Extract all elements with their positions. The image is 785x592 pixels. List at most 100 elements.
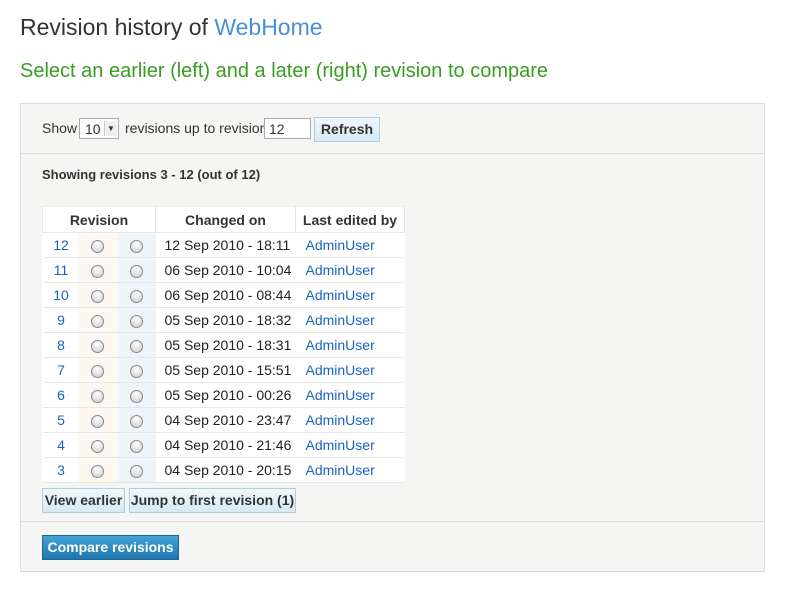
refresh-button[interactable]: Refresh <box>314 117 380 142</box>
changed-on-cell: 05 Sep 2010 - 18:31 <box>155 332 296 358</box>
later-revision-radio[interactable] <box>130 364 143 378</box>
table-row: 6 05 Sep 2010 - 00:26 AdminUser <box>42 382 405 408</box>
user-link[interactable]: AdminUser <box>305 312 375 328</box>
earlier-revision-radio[interactable] <box>91 339 104 353</box>
later-revision-radio[interactable] <box>130 414 143 428</box>
revision-cell: 7 <box>42 357 78 383</box>
revision-link[interactable]: 8 <box>57 337 65 353</box>
later-revision-radio[interactable] <box>130 289 143 303</box>
table-row: 4 04 Sep 2010 - 21:46 AdminUser <box>42 432 405 458</box>
earlier-revision-radio[interactable] <box>91 464 104 478</box>
user-link[interactable]: AdminUser <box>305 237 375 253</box>
right-radio-cell <box>117 232 156 258</box>
later-revision-radio[interactable] <box>130 264 143 278</box>
filter-bar: Show 10 ▼ revisions up to revision 12 Ref… <box>21 104 764 154</box>
earlier-revision-radio[interactable] <box>91 239 104 253</box>
left-radio-cell <box>77 407 118 433</box>
earlier-revision-radio[interactable] <box>91 439 104 453</box>
table-row: 7 05 Sep 2010 - 15:51 AdminUser <box>42 357 405 383</box>
table-row: 10 06 Sep 2010 - 08:44 AdminUser <box>42 282 405 308</box>
earlier-revision-radio[interactable] <box>91 264 104 278</box>
changed-on-cell: 04 Sep 2010 - 23:47 <box>155 407 296 433</box>
right-radio-cell <box>117 357 156 383</box>
revision-cell: 10 <box>42 282 78 308</box>
table-row: 11 06 Sep 2010 - 10:04 AdminUser <box>42 257 405 283</box>
right-radio-cell <box>117 432 156 458</box>
table-row: 12 12 Sep 2010 - 18:11 AdminUser <box>42 232 405 258</box>
right-radio-cell <box>117 282 156 308</box>
later-revision-radio[interactable] <box>130 314 143 328</box>
changed-on-cell: 05 Sep 2010 - 18:32 <box>155 307 296 333</box>
revision-link[interactable]: 11 <box>53 262 69 278</box>
table-row: 3 04 Sep 2010 - 20:15 AdminUser <box>42 457 405 483</box>
user-link[interactable]: AdminUser <box>305 337 375 353</box>
later-revision-radio[interactable] <box>130 239 143 253</box>
page-link[interactable]: WebHome <box>214 14 323 40</box>
earlier-revision-radio[interactable] <box>91 314 104 328</box>
revisions-up-to-label: revisions up to revision <box>125 120 268 136</box>
changed-on-cell: 06 Sep 2010 - 10:04 <box>155 257 296 283</box>
revision-cell: 3 <box>42 457 78 483</box>
divider <box>21 521 764 522</box>
right-radio-cell <box>117 257 156 283</box>
revision-cell: 4 <box>42 432 78 458</box>
left-radio-cell <box>77 282 118 308</box>
user-link[interactable]: AdminUser <box>305 262 375 278</box>
later-revision-radio[interactable] <box>130 339 143 353</box>
table-row: 8 05 Sep 2010 - 18:31 AdminUser <box>42 332 405 358</box>
revision-link[interactable]: 3 <box>57 462 65 478</box>
changed-on-cell: 05 Sep 2010 - 00:26 <box>155 382 296 408</box>
left-radio-cell <box>77 257 118 283</box>
left-radio-cell <box>77 232 118 258</box>
chevron-down-icon: ▼ <box>104 121 117 136</box>
changed-on-cell: 05 Sep 2010 - 15:51 <box>155 357 296 383</box>
revision-link[interactable]: 7 <box>57 362 65 378</box>
revision-cell: 5 <box>42 407 78 433</box>
user-cell: AdminUser <box>295 407 405 433</box>
revision-panel: Show 10 ▼ revisions up to revision 12 Ref… <box>20 103 765 572</box>
revision-link[interactable]: 10 <box>53 287 69 303</box>
user-cell: AdminUser <box>295 232 405 258</box>
changed-on-cell: 04 Sep 2010 - 21:46 <box>155 432 296 458</box>
right-radio-cell <box>117 307 156 333</box>
revision-cell: 8 <box>42 332 78 358</box>
user-cell: AdminUser <box>295 382 405 408</box>
revision-cell: 11 <box>42 257 78 283</box>
revision-cell: 6 <box>42 382 78 408</box>
user-link[interactable]: AdminUser <box>305 287 375 303</box>
earlier-revision-radio[interactable] <box>91 389 104 403</box>
user-cell: AdminUser <box>295 282 405 308</box>
later-revision-radio[interactable] <box>130 439 143 453</box>
user-link[interactable]: AdminUser <box>305 462 375 478</box>
revision-link[interactable]: 12 <box>53 237 69 253</box>
revision-table: Revision Changed on Last edited by 12 12… <box>42 206 405 483</box>
earlier-revision-radio[interactable] <box>91 414 104 428</box>
revision-link[interactable]: 9 <box>57 312 65 328</box>
user-link[interactable]: AdminUser <box>305 387 375 403</box>
revision-link[interactable]: 4 <box>57 437 65 453</box>
user-cell: AdminUser <box>295 357 405 383</box>
user-link[interactable]: AdminUser <box>305 412 375 428</box>
compare-revisions-button[interactable]: Compare revisions <box>42 535 179 560</box>
later-revision-radio[interactable] <box>130 389 143 403</box>
user-cell: AdminUser <box>295 257 405 283</box>
later-revision-radio[interactable] <box>130 464 143 478</box>
revision-input[interactable]: 12 <box>264 118 311 139</box>
revision-link[interactable]: 5 <box>57 412 65 428</box>
earlier-revision-radio[interactable] <box>91 364 104 378</box>
user-link[interactable]: AdminUser <box>305 437 375 453</box>
user-cell: AdminUser <box>295 332 405 358</box>
instructions: Select an earlier (left) and a later (ri… <box>20 60 549 82</box>
user-link[interactable]: AdminUser <box>305 362 375 378</box>
left-radio-cell <box>77 382 118 408</box>
changed-on-cell: 04 Sep 2010 - 20:15 <box>155 457 296 483</box>
revision-count-select[interactable]: 10 ▼ <box>79 118 119 139</box>
view-earlier-button[interactable]: View earlier <box>42 488 125 513</box>
left-radio-cell <box>77 357 118 383</box>
left-radio-cell <box>77 307 118 333</box>
revision-cell: 9 <box>42 307 78 333</box>
revision-link[interactable]: 6 <box>57 387 65 403</box>
user-cell: AdminUser <box>295 307 405 333</box>
jump-first-revision-button[interactable]: Jump to first revision (1) <box>129 488 296 513</box>
earlier-revision-radio[interactable] <box>91 289 104 303</box>
